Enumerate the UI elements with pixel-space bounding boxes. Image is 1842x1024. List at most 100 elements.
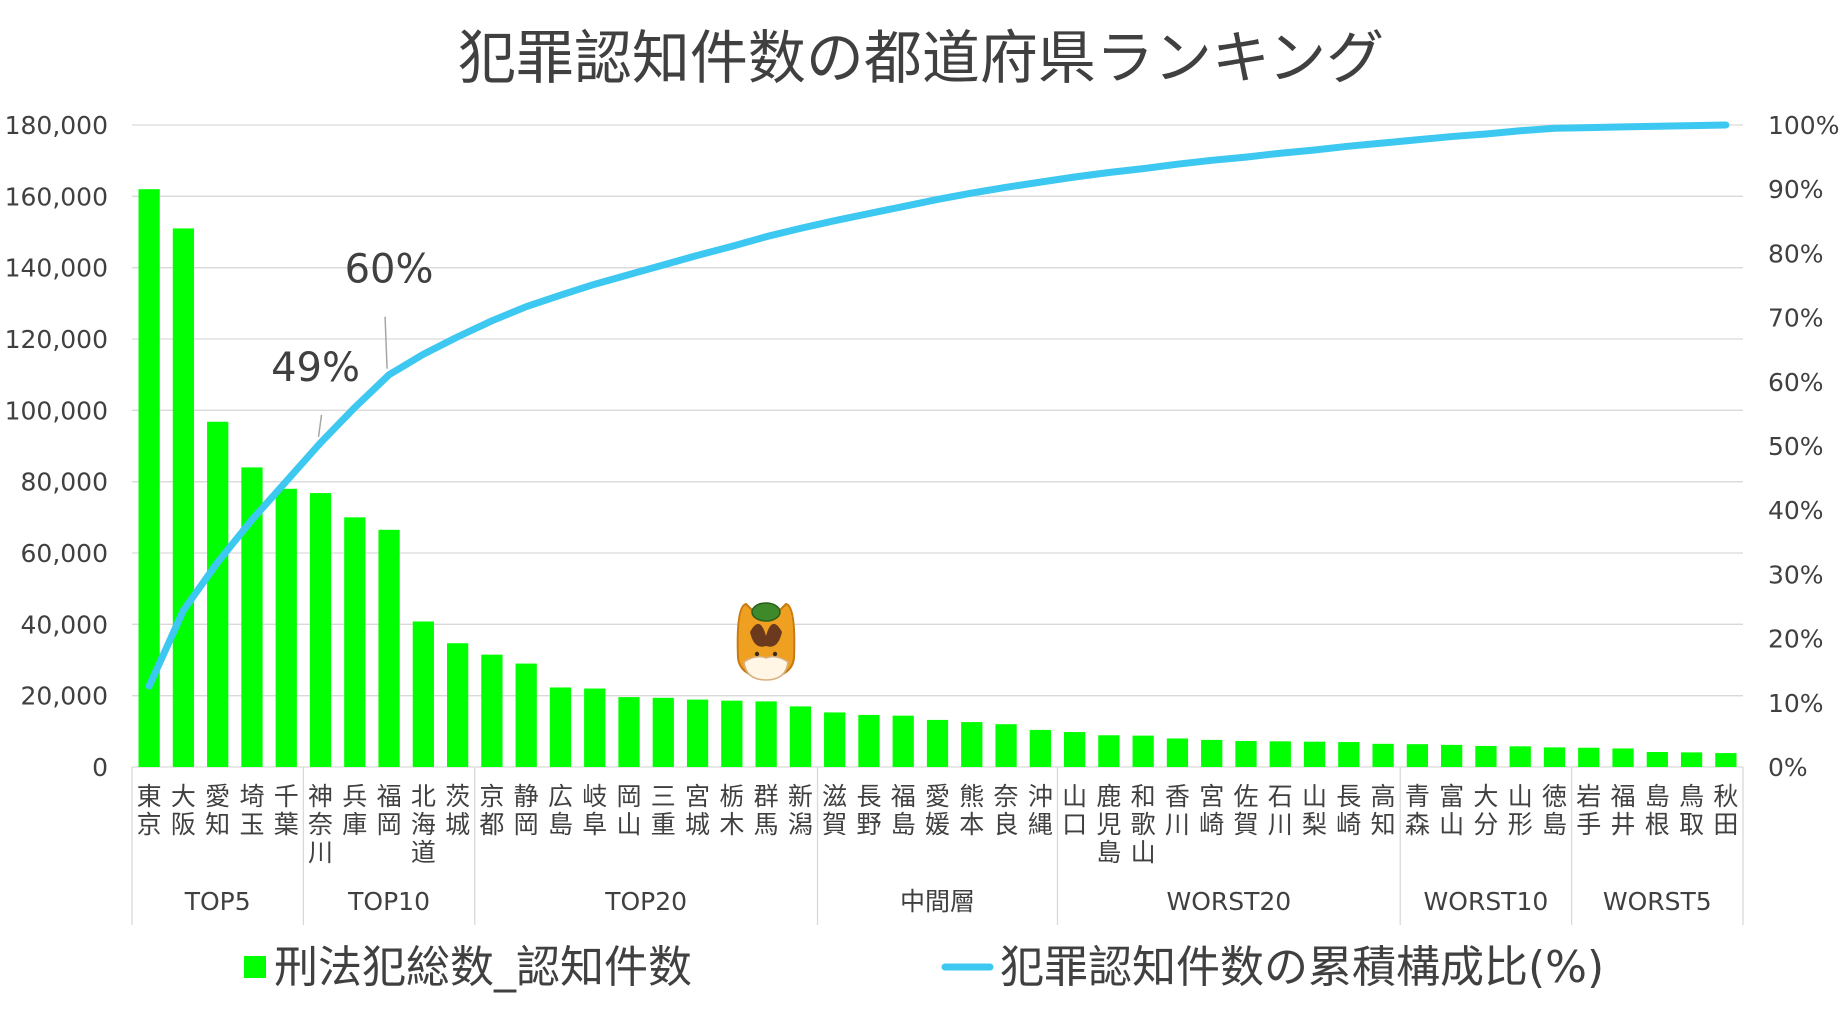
category-label: 宮崎 bbox=[1199, 782, 1224, 839]
category-label: 山梨 bbox=[1302, 782, 1327, 839]
group-label: TOP10 bbox=[347, 887, 430, 916]
legend-bar-swatch bbox=[244, 956, 266, 978]
group-label: TOP20 bbox=[604, 887, 687, 916]
category-label: 茨城 bbox=[445, 782, 470, 839]
category-label: 福岡 bbox=[377, 782, 402, 839]
bar bbox=[207, 421, 229, 767]
bar bbox=[1063, 732, 1086, 767]
category-label: 愛知 bbox=[205, 782, 230, 839]
category-label: 福井 bbox=[1611, 782, 1636, 839]
category-label: 栃木 bbox=[719, 782, 744, 839]
category-label: 佐賀 bbox=[1233, 782, 1258, 839]
bar bbox=[1715, 753, 1737, 767]
group-label: WORST10 bbox=[1424, 887, 1549, 916]
y-left-tick-label: 140,000 bbox=[5, 254, 108, 283]
category-label: 岩手 bbox=[1576, 782, 1601, 839]
y-left-tick-label: 120,000 bbox=[5, 325, 108, 354]
bar bbox=[1201, 739, 1223, 767]
y-left-tick-label: 20,000 bbox=[21, 682, 108, 711]
bar bbox=[515, 663, 537, 767]
category-label: 大分 bbox=[1473, 782, 1498, 839]
bar bbox=[1029, 729, 1051, 767]
bar bbox=[995, 724, 1017, 767]
y-right-tick-label: 100% bbox=[1768, 111, 1839, 140]
legend-bar-label: 刑法犯総数_認知件数 bbox=[274, 942, 692, 993]
category-labels: 東京大阪愛知埼玉千葉神奈川兵庫福岡北海道茨城京都静岡広島岐阜岡山三重宮城栃木群馬… bbox=[137, 782, 1739, 867]
bar bbox=[1543, 747, 1566, 767]
category-label: 香川 bbox=[1165, 782, 1190, 839]
legend-line-label: 犯罪認知件数の累積構成比(%) bbox=[1000, 942, 1604, 993]
y-right-tick-label: 90% bbox=[1768, 175, 1824, 204]
bar bbox=[1578, 747, 1600, 767]
bar bbox=[309, 493, 332, 767]
y-right-tick-label: 70% bbox=[1768, 304, 1824, 333]
category-label: 宮城 bbox=[685, 782, 710, 839]
y-right-tick-label: 0% bbox=[1768, 753, 1808, 782]
category-label: 長崎 bbox=[1336, 782, 1361, 839]
y-right-tick-label: 50% bbox=[1768, 432, 1824, 461]
category-label: 東京 bbox=[137, 782, 162, 839]
category-label: 滋賀 bbox=[822, 782, 847, 839]
category-label: 愛媛 bbox=[925, 782, 950, 839]
annotation-label: 49% bbox=[271, 345, 360, 391]
bar bbox=[447, 643, 469, 767]
bar bbox=[1372, 743, 1394, 767]
category-label: 兵庫 bbox=[342, 782, 367, 839]
bar bbox=[1646, 752, 1668, 767]
cumulative-line-series bbox=[145, 121, 1730, 690]
bar bbox=[584, 688, 606, 767]
bar bbox=[858, 714, 880, 767]
chart-title: 犯罪認知件数の都道府県ランキング bbox=[458, 24, 1384, 92]
category-label: 鹿児島 bbox=[1096, 782, 1121, 867]
category-label: 群馬 bbox=[754, 782, 779, 839]
bar bbox=[1132, 735, 1154, 767]
y-right-tick-label: 60% bbox=[1768, 368, 1824, 397]
bar bbox=[1303, 741, 1326, 767]
category-label: 秋田 bbox=[1713, 782, 1738, 839]
bar bbox=[686, 699, 709, 767]
category-label: 島根 bbox=[1645, 782, 1670, 839]
bar bbox=[1441, 744, 1463, 767]
y-left-tick-label: 180,000 bbox=[5, 111, 108, 140]
grid-lines bbox=[132, 124, 1743, 768]
bar bbox=[926, 719, 949, 767]
category-label: 神奈川 bbox=[308, 782, 333, 867]
bar bbox=[138, 189, 160, 767]
category-label: 千葉 bbox=[274, 782, 299, 839]
category-label: 福島 bbox=[891, 782, 916, 839]
bar bbox=[1269, 741, 1291, 767]
bar bbox=[549, 687, 572, 767]
bar bbox=[344, 517, 366, 767]
annotation-leader bbox=[384, 316, 388, 369]
bar bbox=[824, 712, 846, 767]
y-right-tick-label: 80% bbox=[1768, 239, 1824, 268]
group-label: WORST20 bbox=[1166, 887, 1291, 916]
category-label: 長野 bbox=[856, 782, 881, 839]
annotations: 49% 60% bbox=[271, 247, 434, 437]
bar bbox=[1509, 746, 1531, 767]
bar bbox=[1235, 740, 1257, 767]
group-label: TOP5 bbox=[184, 887, 251, 916]
bar bbox=[961, 722, 983, 767]
legend: 刑法犯総数_認知件数 犯罪認知件数の累積構成比(%) bbox=[244, 942, 1604, 993]
annotation-leader bbox=[317, 414, 323, 437]
y-axis-left: 0 20,000 40,000 60,000 80,000 100,000 120,000 1… bbox=[5, 111, 108, 782]
y-right-tick-label: 10% bbox=[1768, 689, 1824, 718]
category-label: 山口 bbox=[1062, 782, 1087, 839]
y-left-tick-label: 80,000 bbox=[21, 468, 108, 497]
category-label: 石川 bbox=[1268, 782, 1293, 839]
bar bbox=[172, 228, 195, 767]
category-label: 北海道 bbox=[411, 782, 436, 867]
y-right-tick-label: 40% bbox=[1768, 496, 1824, 525]
bar bbox=[721, 700, 743, 767]
category-label: 青森 bbox=[1405, 782, 1430, 839]
category-label: 京都 bbox=[479, 782, 504, 839]
category-label: 三重 bbox=[651, 782, 676, 839]
category-label: 岐阜 bbox=[582, 782, 607, 839]
category-label: 熊本 bbox=[959, 782, 984, 839]
category-label: 新潟 bbox=[788, 782, 813, 839]
bar bbox=[1406, 744, 1428, 767]
category-label: 岡山 bbox=[617, 782, 642, 839]
bar bbox=[1338, 742, 1360, 767]
